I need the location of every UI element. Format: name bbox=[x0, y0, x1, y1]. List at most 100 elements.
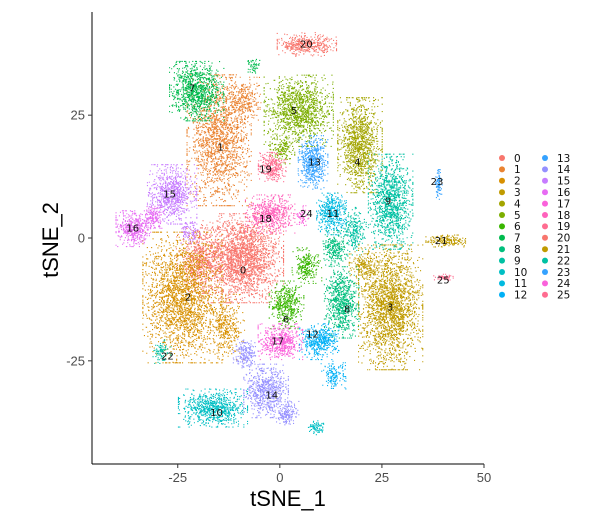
cluster-label-3: 3 bbox=[387, 302, 393, 313]
legend-item-16: 16 bbox=[542, 187, 571, 199]
legend-item-17: 17 bbox=[542, 198, 570, 210]
legend-item-10: 10 bbox=[499, 267, 527, 279]
cluster-label-18: 18 bbox=[259, 214, 272, 225]
legend-item-12: 12 bbox=[499, 290, 527, 302]
cluster-24-dots bbox=[296, 205, 310, 227]
legend-label-24: 24 bbox=[557, 278, 571, 290]
cluster-22-points bbox=[152, 339, 172, 364]
cluster-label-9: 9 bbox=[385, 197, 391, 208]
legend-item-18: 18 bbox=[542, 210, 570, 222]
cluster-25-points bbox=[433, 273, 454, 282]
legend-label-22: 22 bbox=[557, 255, 570, 267]
cluster-3-dots bbox=[348, 244, 424, 371]
cluster-4-dots bbox=[337, 97, 383, 194]
legend-key-3 bbox=[499, 189, 505, 196]
cluster-label-10: 10 bbox=[210, 408, 223, 419]
cluster-6-dots bbox=[268, 247, 323, 330]
cluster-label-17: 17 bbox=[271, 337, 284, 348]
legend-key-25 bbox=[542, 291, 548, 298]
legend-item-19: 19 bbox=[542, 221, 570, 233]
legend-item-11: 11 bbox=[499, 278, 527, 290]
legend: 0123456789101112131415161718192021222324… bbox=[499, 153, 571, 302]
cluster-1-dots bbox=[186, 74, 262, 207]
cluster-25-dots bbox=[433, 273, 454, 282]
cluster-20-points bbox=[276, 32, 338, 57]
legend-item-8: 8 bbox=[499, 244, 521, 256]
cluster-17-dots bbox=[257, 323, 304, 361]
cluster-15-points bbox=[146, 164, 201, 244]
cluster-label-11: 11 bbox=[327, 209, 340, 220]
legend-item-1: 1 bbox=[499, 164, 521, 176]
cluster-label-0: 0 bbox=[240, 265, 246, 276]
legend-label-23: 23 bbox=[557, 267, 570, 279]
cluster-label-5: 5 bbox=[291, 106, 297, 117]
cluster-label-14: 14 bbox=[265, 391, 278, 402]
legend-key-10 bbox=[499, 269, 505, 275]
legend-label-17: 17 bbox=[557, 198, 570, 210]
cluster-11-dots bbox=[316, 192, 347, 236]
legend-item-13: 13 bbox=[542, 153, 570, 165]
cluster-0-dots bbox=[175, 213, 285, 304]
legend-key-13 bbox=[542, 155, 548, 161]
legend-label-14: 14 bbox=[557, 164, 571, 176]
cluster-21-points bbox=[425, 234, 467, 248]
cluster-label-19: 19 bbox=[259, 165, 272, 176]
cluster-label-2: 2 bbox=[185, 293, 191, 304]
cluster-20-dots bbox=[276, 32, 338, 57]
x-axis-title: tSNE_1 bbox=[250, 486, 326, 511]
y-tick-label: 0 bbox=[78, 231, 85, 246]
cluster-label-24: 24 bbox=[300, 209, 313, 220]
cluster-16-dots bbox=[115, 205, 165, 248]
legend-key-20 bbox=[542, 234, 548, 241]
legend-label-3: 3 bbox=[514, 187, 521, 199]
cluster-14-points bbox=[232, 338, 300, 426]
legend-key-16 bbox=[542, 189, 548, 196]
x-tick-label: 0 bbox=[276, 470, 283, 485]
legend-label-0: 0 bbox=[514, 153, 521, 165]
cluster-7-dots bbox=[169, 58, 261, 122]
legend-key-4 bbox=[499, 200, 505, 207]
cluster-21-dots bbox=[425, 234, 467, 248]
cluster-23-dots bbox=[434, 169, 443, 200]
legend-key-9 bbox=[499, 257, 505, 264]
legend-label-11: 11 bbox=[514, 278, 527, 290]
cluster-19-dots bbox=[257, 151, 287, 183]
legend-item-2: 2 bbox=[499, 176, 521, 188]
cluster-5-dots bbox=[263, 74, 334, 166]
cluster-17-points bbox=[257, 323, 304, 361]
cluster-labels: 0123456789101112131415161718192021222324… bbox=[126, 39, 450, 419]
legend-label-2: 2 bbox=[514, 176, 521, 188]
y-tick-label: 25 bbox=[71, 108, 85, 123]
cluster-9-points bbox=[341, 153, 414, 256]
cluster-label-12: 12 bbox=[306, 329, 319, 340]
legend-key-19 bbox=[542, 223, 548, 230]
cluster-label-25: 25 bbox=[437, 275, 450, 286]
cluster-label-22: 22 bbox=[161, 351, 174, 362]
legend-key-21 bbox=[542, 246, 548, 253]
y-tick-label: -25 bbox=[66, 353, 85, 368]
legend-label-6: 6 bbox=[514, 221, 521, 233]
cluster-23-points bbox=[434, 169, 443, 200]
cluster-label-23: 23 bbox=[431, 177, 444, 188]
cluster-1-points bbox=[186, 74, 262, 207]
x-tick-label: 50 bbox=[477, 470, 491, 485]
cluster-15-dots bbox=[146, 164, 201, 244]
legend-item-7: 7 bbox=[499, 233, 521, 245]
cluster-4-points bbox=[337, 97, 383, 194]
x-ticks: -25 0 25 50 bbox=[168, 464, 491, 485]
legend-key-14 bbox=[542, 166, 548, 173]
legend-key-22 bbox=[542, 257, 548, 264]
y-ticks: -25 0 25 bbox=[66, 108, 92, 368]
cluster-label-13: 13 bbox=[308, 157, 321, 168]
cluster-16-points bbox=[115, 205, 165, 248]
legend-label-20: 20 bbox=[557, 233, 570, 245]
cluster-11-points bbox=[316, 192, 347, 236]
cluster-10-dots bbox=[177, 388, 325, 436]
cluster-7-points bbox=[169, 58, 261, 122]
legend-key-23 bbox=[542, 269, 548, 275]
cluster-8-dots bbox=[322, 230, 360, 339]
cluster-label-20: 20 bbox=[300, 39, 313, 50]
legend-item-4: 4 bbox=[499, 198, 521, 210]
legend-key-11 bbox=[499, 280, 505, 287]
legend-item-5: 5 bbox=[499, 210, 521, 222]
